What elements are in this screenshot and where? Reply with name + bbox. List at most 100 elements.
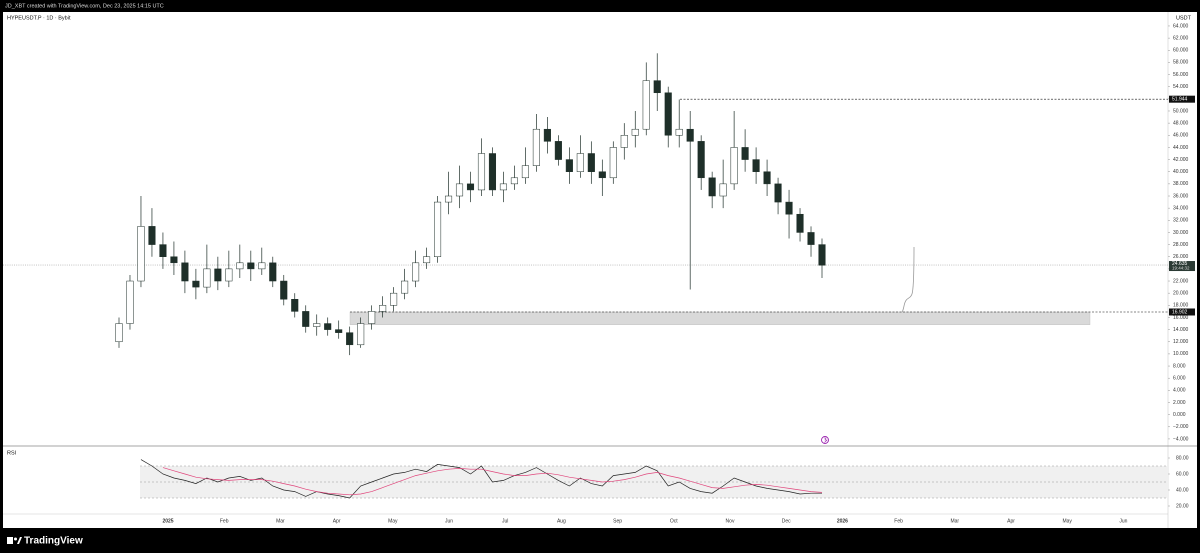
candle-body: [423, 256, 431, 264]
candle-body: [543, 128, 551, 142]
y-tick-label: 60.00: [1176, 471, 1189, 477]
candle-body: [368, 311, 376, 324]
credit: JD_XBT created with TradingView.com, Dec…: [5, 3, 164, 9]
candle-body: [379, 305, 387, 312]
candle-body: [609, 147, 617, 179]
axis-unit: USDT: [1176, 15, 1192, 21]
candle-body: [631, 128, 639, 136]
y-tick-label: 28.000: [1173, 242, 1189, 248]
candle-body: [444, 195, 453, 203]
candle-body: [719, 183, 727, 197]
candle-body: [126, 280, 134, 324]
candle-body: [291, 298, 299, 312]
y-tick-label: 10.000: [1173, 351, 1189, 357]
y-tick-label: 6.000: [1173, 376, 1186, 382]
event-icon-glyph: [824, 437, 828, 443]
candle-body: [818, 244, 826, 266]
y-tick-label: 14.000: [1173, 327, 1189, 333]
candle-body: [576, 153, 584, 172]
candle-body: [642, 80, 650, 130]
candle-body: [697, 141, 705, 179]
candle-body: [148, 226, 156, 245]
candle-body: [225, 268, 233, 282]
logo-mark: [7, 537, 13, 544]
y-tick-label: 18.000: [1173, 303, 1189, 309]
y-tick-label: 42.000: [1173, 157, 1189, 163]
candle-body: [785, 201, 793, 215]
y-tick-label: 22.000: [1173, 278, 1189, 284]
candle-body: [455, 183, 464, 197]
candle-body: [587, 153, 595, 172]
candle-body: [686, 128, 694, 142]
y-tick-label: 34.000: [1173, 205, 1189, 211]
y-tick-label: 16.000: [1173, 315, 1189, 321]
footer-logo: TradingView: [7, 536, 83, 547]
candle-body: [807, 232, 815, 245]
candle-body: [532, 128, 540, 166]
time-label: Mar: [950, 518, 959, 524]
candle-body: [203, 268, 211, 288]
y-tick-label: 38.000: [1173, 181, 1189, 187]
y-tick-label: 56.000: [1173, 72, 1189, 78]
y-tick-label: 0.000: [1173, 412, 1186, 418]
y-tick-label: 58.000: [1173, 60, 1189, 66]
level-label-box: [1169, 308, 1195, 316]
y-tick-label: 62.000: [1173, 35, 1189, 41]
candle-body: [565, 159, 573, 172]
candle-body: [170, 256, 178, 264]
time-label: Nov: [726, 518, 735, 524]
time-label: May: [388, 518, 398, 524]
candle-body: [280, 280, 288, 300]
y-tick-label: 36.000: [1173, 193, 1189, 199]
y-tick-label: 44.000: [1173, 145, 1189, 151]
candle-body: [258, 262, 266, 270]
candle-body: [796, 213, 804, 233]
candle-body: [390, 292, 398, 306]
candle-body: [554, 141, 562, 160]
logo-dot: [14, 537, 17, 541]
candle-body: [488, 153, 497, 191]
candle-body: [510, 177, 518, 185]
candle-body: [137, 226, 145, 282]
time-label: Dec: [782, 518, 791, 524]
y-tick-label: −4.000: [1173, 436, 1189, 442]
brand: TradingView: [24, 536, 83, 547]
y-tick-label: 30.000: [1173, 230, 1189, 236]
candle-body: [159, 244, 167, 257]
candle-body: [247, 262, 255, 270]
candle-body: [269, 262, 277, 282]
candle-body: [412, 262, 420, 282]
rsi-line: [162, 467, 823, 496]
candle-body: [752, 159, 760, 172]
candle-body: [181, 262, 189, 282]
y-tick-label: 46.000: [1173, 133, 1189, 139]
candle-body: [324, 323, 332, 330]
candle-body: [675, 128, 683, 136]
time-label: Apr: [1007, 518, 1015, 524]
time-label: 2026: [837, 518, 848, 524]
candle-body: [598, 171, 606, 179]
level-label-box: [1169, 95, 1195, 103]
candle-body: [499, 183, 507, 191]
candle-body: [115, 323, 123, 343]
candle-body: [236, 262, 244, 270]
rsi-title: RSI: [7, 450, 17, 456]
y-tick-label: 4.000: [1173, 388, 1186, 394]
last-price-box: [1169, 261, 1195, 272]
y-tick-label: −2.000: [1173, 424, 1189, 430]
candle-body: [653, 80, 661, 94]
candle-body: [664, 92, 672, 136]
last-price-label: 24.635: [1172, 261, 1188, 267]
y-tick-label: 64.000: [1173, 23, 1189, 29]
candle-body: [774, 183, 782, 203]
level-label: 51.944: [1172, 97, 1188, 103]
candle-body: [708, 177, 716, 197]
time-label: Aug: [557, 518, 566, 524]
y-tick-label: 26.000: [1173, 254, 1189, 260]
candle-body: [477, 153, 486, 191]
candle-body: [214, 268, 222, 282]
y-tick-label: 80.00: [1176, 455, 1189, 461]
y-tick-label: 48.000: [1173, 120, 1189, 126]
